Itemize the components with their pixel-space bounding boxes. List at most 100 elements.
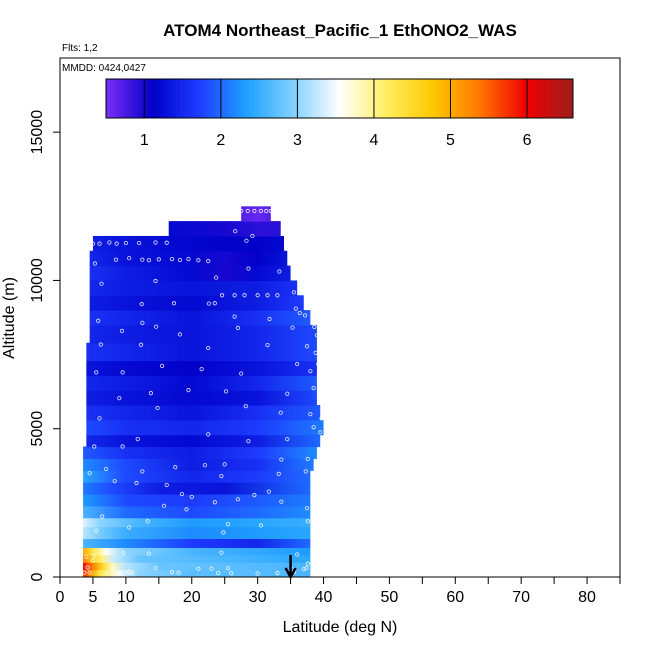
sample-point (214, 275, 219, 280)
heatmap-band (83, 482, 311, 495)
colorbar-cell (323, 79, 329, 118)
heatmap-band (83, 547, 311, 556)
sample-point (243, 404, 248, 409)
sample-point (135, 436, 140, 442)
heatmap-band (83, 470, 311, 483)
colorbar-cell (187, 79, 193, 118)
sample-point (138, 342, 144, 347)
sample-point (169, 570, 175, 575)
heatmap-band (83, 538, 311, 548)
sample-point (153, 278, 158, 284)
colorbar-cell (327, 79, 333, 118)
sample-point (120, 370, 125, 375)
sample-point (161, 503, 167, 508)
sample-point (265, 342, 270, 348)
colorbar-cell (436, 79, 442, 118)
heatmap-band (89, 280, 298, 296)
sample-point (153, 240, 158, 245)
colorbar-cell (179, 79, 185, 118)
colorbar-cell (499, 79, 504, 118)
sample-point (186, 388, 191, 393)
heatmap-band (92, 235, 284, 252)
heatmap-band (86, 419, 324, 436)
sample-point (222, 462, 227, 467)
colorbar-frame (105, 78, 574, 119)
sample-point (292, 275, 297, 280)
sample-point (278, 410, 283, 415)
sample-point (96, 318, 101, 323)
colorbar-cell (343, 79, 348, 118)
colorbar-cell (164, 79, 169, 118)
x-tick-label: 20 (183, 589, 201, 606)
colorbar-cell (429, 79, 434, 118)
sample-point (239, 208, 244, 214)
sample-point (206, 259, 211, 264)
sample-point (130, 570, 135, 575)
sample-point (255, 571, 260, 576)
colorbar-cell (339, 79, 344, 118)
sample-point (295, 552, 300, 557)
x-axis-label: Latitude (deg N) (283, 619, 398, 636)
sample-point (265, 293, 270, 298)
colorbar-cell (534, 79, 539, 118)
colorbar-cell (172, 79, 177, 118)
colorbar-cell (253, 79, 259, 118)
colorbar-cell (366, 79, 372, 118)
x-tick-label: 80 (578, 589, 596, 606)
colorbar-cell (222, 79, 228, 118)
sample-point (120, 444, 125, 449)
sample-point (107, 240, 112, 245)
sample-point (140, 469, 145, 474)
sample-point (121, 551, 126, 556)
sample-point (104, 466, 109, 472)
sample-point (82, 570, 87, 575)
colorbar-cell (390, 79, 395, 118)
colorbar-cell (565, 79, 570, 118)
colorbar-cell (514, 79, 519, 118)
colorbar-cell (456, 79, 461, 118)
sample-point (314, 333, 320, 338)
x-tick-label: 0 (56, 589, 65, 606)
colorbar-cell (257, 79, 263, 118)
colorbar-cell (160, 79, 165, 118)
heatmap-band (86, 434, 321, 448)
x-tick-label: 50 (381, 589, 399, 606)
colorbar-cell (121, 79, 126, 118)
sample-point (297, 310, 302, 316)
sample-point (136, 240, 142, 246)
colorbar-ticks: 1 2 3 4 5 6 (140, 79, 532, 149)
sample-point (146, 258, 152, 263)
y-tick-label: 15000 (29, 110, 46, 155)
sample-point (229, 571, 234, 576)
heatmap-band (86, 360, 317, 376)
sample-point (302, 313, 308, 318)
colorbar-cell (483, 79, 488, 118)
colorbar-cell (292, 79, 298, 118)
colorbar-cell (191, 79, 196, 118)
sample-point (202, 463, 208, 468)
colorbar-cell (382, 79, 387, 118)
sample-point (235, 497, 240, 502)
sample-point (92, 553, 97, 558)
sample-point (305, 561, 310, 566)
sample-point (258, 523, 264, 528)
sample-point (308, 369, 313, 374)
colorbar-cell (211, 79, 216, 118)
colorbar-cell (335, 79, 340, 118)
colorbar-cell (518, 79, 523, 118)
sample-point (171, 301, 177, 306)
sample-point (285, 391, 290, 396)
colorbar-cell (246, 79, 251, 118)
sample-point (196, 258, 201, 263)
sample-point (304, 344, 310, 349)
sample-point (291, 290, 296, 295)
colorbar-cell (226, 79, 231, 118)
colorbar-cell (355, 79, 360, 118)
colorbar-cell (452, 79, 457, 118)
x-tick-label: 60 (446, 589, 464, 606)
sample-point (94, 528, 99, 533)
sample-point (127, 256, 132, 261)
heatmap-band (168, 221, 281, 237)
sample-point (212, 301, 217, 306)
